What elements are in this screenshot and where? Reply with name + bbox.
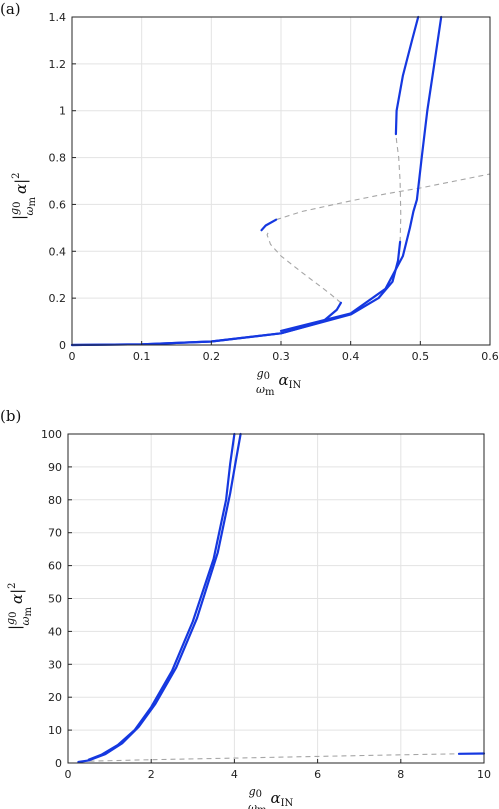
- y-tick-label: 90: [48, 461, 62, 474]
- y-tick-label: 0.6: [49, 198, 67, 211]
- y-tick-label: 70: [48, 527, 62, 540]
- x-tick-label: 0.6: [481, 350, 499, 363]
- x-tick-label: 0: [69, 350, 76, 363]
- y-tick-label: 60: [48, 560, 62, 573]
- panel-b-y-axis-label: |g0ωmα|2: [4, 582, 34, 630]
- unstable-branch-line: [80, 753, 460, 762]
- svg-text:|g0ωmα|2: |g0ωmα|2: [8, 172, 38, 220]
- stable-branch-line: [260, 218, 278, 232]
- stable-branch-line: [70, 301, 342, 347]
- panel-b-series: [77, 432, 486, 764]
- x-tick-label: 2: [148, 768, 155, 781]
- x-tick-label: 8: [397, 768, 404, 781]
- y-tick-label: 50: [48, 593, 62, 606]
- stable-branch-line: [77, 759, 90, 764]
- panel-a: (a) 0 0.1 0.2 0.3 0.4 0.5 0.6 0 0.2 0.4 0.6 0.8 1 1.…: [0, 0, 499, 398]
- panel-b: (b) 0 2 4 6 8 10 0 10 20 30 40 50 60 70 80 90 100 g0ωmα…: [0, 407, 491, 809]
- unstable-branch-line: [266, 229, 342, 304]
- stable-branch-line: [87, 432, 236, 761]
- x-tick-label: 4: [231, 768, 238, 781]
- unstable-branch-line: [395, 134, 402, 242]
- y-tick-label: 1: [59, 105, 66, 118]
- y-tick-label: 0: [59, 339, 66, 352]
- x-tick-label: 0.3: [272, 350, 290, 363]
- panel-a-x-ticks: 0 0.1 0.2 0.3 0.4 0.5 0.6: [69, 341, 499, 363]
- panel-a-grid: [71, 16, 491, 346]
- stable-branch-line: [279, 15, 443, 332]
- y-tick-label: 100: [41, 428, 62, 441]
- x-tick-label: 10: [477, 768, 491, 781]
- unstable-branch-line: [275, 173, 491, 221]
- y-tick-label: 0: [55, 757, 62, 770]
- y-tick-label: 1.2: [49, 58, 67, 71]
- y-tick-label: 40: [48, 625, 62, 638]
- panel-a-y-axis-label: |g0ωmα|2: [8, 172, 38, 220]
- y-tick-label: 0.2: [49, 292, 67, 305]
- panel-a-x-axis-label: g0 ωmαIN: [256, 367, 302, 398]
- y-tick-label: 1.4: [49, 11, 67, 24]
- y-tick-label: 30: [48, 658, 62, 671]
- panel-b-label: (b): [0, 407, 21, 425]
- x-tick-label: 0: [65, 768, 72, 781]
- stable-branch-line: [394, 15, 420, 136]
- y-tick-label: 10: [48, 724, 62, 737]
- stable-branch-line: [87, 432, 242, 762]
- panel-a-y-ticks: 0 0.2 0.4 0.6 0.8 1 1.2 1.4: [49, 11, 76, 352]
- y-tick-label: 0.8: [49, 152, 67, 165]
- x-tick-label: 0.4: [342, 350, 360, 363]
- x-tick-label: 0.2: [203, 350, 221, 363]
- y-tick-label: 0.4: [49, 245, 67, 258]
- panel-b-x-ticks: 0 2 4 6 8 10: [65, 759, 491, 781]
- x-tick-label: 6: [314, 768, 321, 781]
- panel-a-label: (a): [0, 0, 21, 18]
- panel-a-series: [70, 15, 491, 347]
- y-tick-label: 20: [48, 691, 62, 704]
- x-tick-label: 0.1: [133, 350, 151, 363]
- x-tick-label: 0.5: [412, 350, 430, 363]
- y-tick-label: 80: [48, 494, 62, 507]
- panel-b-grid: [67, 433, 485, 764]
- panel-b-y-ticks: 0 10 20 30 40 50 60 70 80 90 100: [41, 428, 72, 770]
- svg-text:|g0ωmα|2: |g0ωmα|2: [4, 582, 34, 630]
